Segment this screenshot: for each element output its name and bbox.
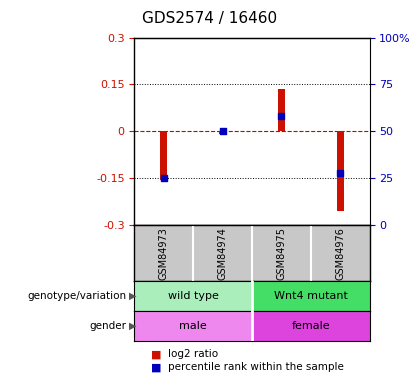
Bar [160,131,167,180]
Bar [252,312,370,340]
Text: wild type: wild type [168,291,219,301]
Text: GSM84976: GSM84976 [335,226,345,280]
Text: male: male [179,321,207,331]
Text: ■: ■ [151,362,162,372]
Bar [278,89,285,131]
Text: GSM84975: GSM84975 [276,226,286,280]
Bar [134,312,252,340]
Text: female: female [291,321,330,331]
Point [337,170,344,176]
Text: GSM84974: GSM84974 [218,226,228,280]
Text: ▶: ▶ [129,321,136,331]
Text: Wnt4 mutant: Wnt4 mutant [274,291,348,301]
Bar [219,131,226,134]
Text: gender: gender [89,321,126,331]
Text: ▶: ▶ [129,291,136,301]
Text: ■: ■ [151,349,162,359]
Point [278,113,285,119]
Text: log2 ratio: log2 ratio [168,349,218,359]
Point [160,175,167,181]
Bar [134,282,252,310]
Text: genotype/variation: genotype/variation [27,291,126,301]
Text: percentile rank within the sample: percentile rank within the sample [168,362,344,372]
Point [219,128,226,134]
Bar [337,131,344,211]
Bar [252,282,370,310]
Text: GSM84973: GSM84973 [159,226,169,280]
Text: GDS2574 / 16460: GDS2574 / 16460 [142,11,278,26]
